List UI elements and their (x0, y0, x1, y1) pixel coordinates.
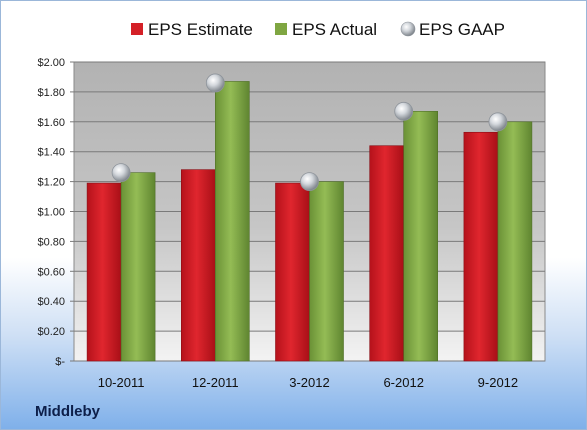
gaap-marker (300, 172, 319, 192)
y-tick-label: $0.80 (37, 236, 65, 248)
x-tick-label: 10-2011 (98, 375, 145, 390)
legend: EPS Estimate EPS Actual EPS GAAP (131, 20, 505, 39)
estimate-bar (369, 145, 405, 362)
actual-bar (497, 121, 533, 362)
x-tick-label: 9-2012 (478, 375, 518, 390)
legend-label: EPS Estimate (148, 20, 253, 39)
y-axis: $- $0.20 $0.40 $0.60 $0.80 $1.00 $1.20 $1.40 $1.… (37, 57, 74, 368)
y-tick-label: $1.00 (37, 207, 65, 219)
x-tick-label: 3-2012 (289, 375, 329, 390)
actual-bar (309, 181, 344, 362)
actual-bar (403, 111, 439, 362)
legend-actual-marker (275, 23, 287, 35)
y-tick-label: $0.40 (37, 296, 65, 308)
y-tick-label: $0.60 (37, 266, 65, 278)
estimate-bar (181, 169, 216, 362)
actual-bar (120, 172, 156, 362)
y-tick-label: $1.20 (37, 177, 65, 189)
gaap-marker (394, 101, 414, 121)
legend-label: EPS Actual (292, 20, 377, 39)
gaap-marker (488, 112, 508, 132)
estimate-bar (86, 182, 122, 362)
y-tick-label: $1.80 (37, 87, 65, 99)
y-tick-label: $1.40 (37, 147, 65, 159)
x-tick-label: 12-2011 (192, 375, 239, 390)
gaap-marker (111, 163, 131, 183)
legend-gaap-marker (400, 21, 416, 37)
y-tick-label: $2.00 (37, 57, 65, 69)
company-name: Middleby (35, 403, 101, 420)
estimate-bar (463, 131, 499, 362)
x-axis: 10-2011 12-2011 3-2012 6-2012 9-2012 (98, 375, 518, 390)
gaap-marker (205, 73, 225, 93)
legend-label: EPS GAAP (419, 20, 505, 39)
y-tick-label: $0.20 (37, 326, 65, 338)
legend-estimate-marker (131, 23, 143, 35)
x-tick-label: 6-2012 (383, 375, 423, 390)
gaap-markers (111, 73, 508, 192)
actual-bar (215, 81, 250, 362)
y-tick-label: $1.60 (37, 117, 65, 129)
bars (86, 81, 533, 362)
y-tick-label: $- (55, 356, 65, 368)
estimate-bar (275, 182, 310, 362)
